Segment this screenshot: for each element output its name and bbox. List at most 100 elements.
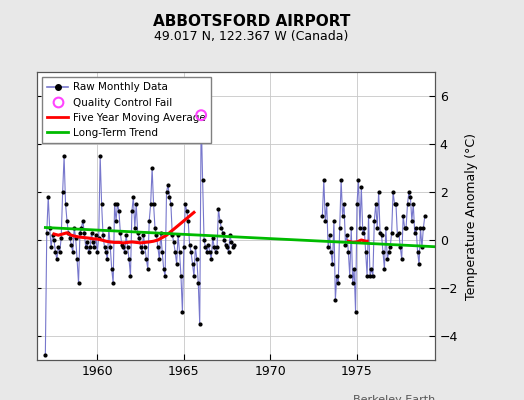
Point (419, 225, 428, 231)
Point (162, 189, 171, 195)
Point (103, 256, 112, 262)
Point (113, 201, 122, 207)
Point (176, 249, 184, 255)
Point (357, 184, 366, 190)
Point (132, 201, 140, 207)
Point (125, 256, 133, 262)
Point (209, 234, 217, 241)
Point (48, 232, 57, 238)
Point (344, 249, 353, 255)
Point (138, 249, 146, 255)
Point (200, 237, 208, 243)
Point (57, 234, 66, 241)
Point (111, 201, 119, 207)
Point (392, 201, 400, 207)
Point (363, 273, 372, 279)
Point (172, 261, 181, 267)
Point (66, 234, 74, 241)
Point (187, 249, 195, 255)
Point (216, 218, 224, 224)
Point (389, 189, 397, 195)
Point (73, 256, 81, 262)
Point (360, 225, 368, 231)
Point (64, 230, 73, 236)
Point (71, 234, 80, 241)
Point (416, 225, 424, 231)
Point (67, 242, 75, 248)
Point (353, 201, 361, 207)
Point (191, 244, 200, 250)
Point (369, 273, 377, 279)
Point (83, 239, 91, 246)
Point (158, 249, 167, 255)
Point (379, 249, 387, 255)
Point (380, 266, 389, 272)
Point (164, 182, 172, 188)
Y-axis label: Temperature Anomaly (°C): Temperature Anomaly (°C) (465, 132, 478, 300)
Point (399, 213, 407, 219)
Point (159, 266, 168, 272)
Point (174, 232, 182, 238)
Point (181, 201, 190, 207)
Point (90, 244, 99, 250)
Point (184, 218, 192, 224)
Point (41, 352, 50, 358)
Point (362, 249, 370, 255)
Point (331, 297, 340, 303)
Point (129, 194, 137, 200)
Point (44, 194, 52, 200)
Point (50, 237, 58, 243)
Point (46, 225, 54, 231)
Point (370, 218, 378, 224)
Point (155, 256, 163, 262)
Point (128, 208, 136, 214)
Point (335, 225, 344, 231)
Point (328, 261, 336, 267)
Point (213, 244, 221, 250)
Point (222, 242, 230, 248)
Point (185, 242, 194, 248)
Point (145, 218, 154, 224)
Point (144, 266, 152, 272)
Point (93, 249, 102, 255)
Point (210, 244, 219, 250)
Point (325, 232, 334, 238)
Text: Berkeley Earth: Berkeley Earth (353, 394, 435, 400)
Point (79, 218, 87, 224)
Point (70, 225, 79, 231)
Point (167, 201, 175, 207)
Point (180, 244, 188, 250)
Point (99, 232, 107, 238)
Point (84, 249, 93, 255)
Point (82, 244, 90, 250)
Point (421, 213, 429, 219)
Point (205, 249, 214, 255)
Point (77, 225, 85, 231)
Point (320, 177, 328, 183)
Point (217, 225, 225, 231)
Point (226, 232, 234, 238)
Point (377, 232, 386, 238)
Point (228, 244, 237, 250)
Point (395, 230, 403, 236)
Point (400, 225, 409, 231)
Point (74, 280, 83, 286)
Point (106, 244, 114, 250)
Point (154, 244, 162, 250)
Point (375, 189, 383, 195)
Point (96, 153, 104, 159)
Point (94, 234, 103, 241)
Point (224, 249, 233, 255)
Point (123, 244, 132, 250)
Point (376, 230, 384, 236)
Point (119, 244, 127, 250)
Point (223, 244, 231, 250)
Point (190, 273, 198, 279)
Point (406, 194, 414, 200)
Point (152, 232, 161, 238)
Point (109, 280, 117, 286)
Point (193, 256, 201, 262)
Point (339, 213, 347, 219)
Point (76, 230, 84, 236)
Point (387, 230, 396, 236)
